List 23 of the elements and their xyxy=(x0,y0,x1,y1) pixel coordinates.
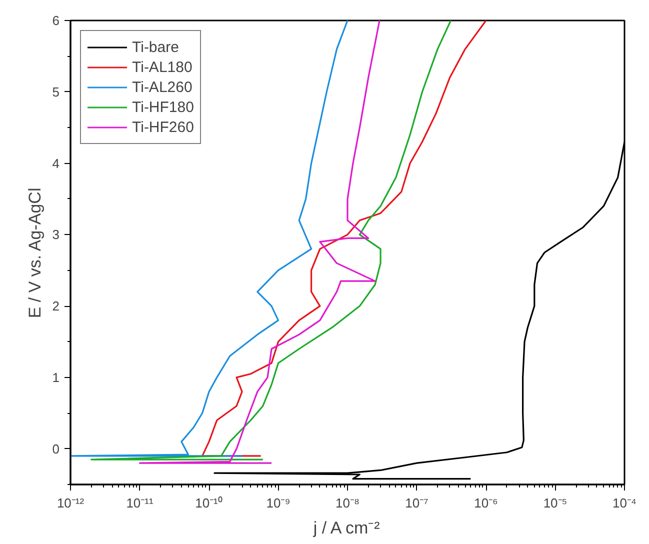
y-tick-label: 2 xyxy=(52,298,60,314)
x-tick-label: 10⁻⁵ xyxy=(543,496,568,510)
y-tick-label: 3 xyxy=(52,227,60,242)
x-tick-label: 10⁻⁸ xyxy=(336,496,360,510)
x-tick-label: 10⁻⁹ xyxy=(266,496,290,510)
x-axis-title: j / A cm⁻² xyxy=(312,518,380,538)
y-tick-label: 1 xyxy=(52,370,60,385)
x-tick-label: 10⁻⁷ xyxy=(405,496,429,510)
y-tick-label: 0 xyxy=(52,441,60,456)
y-tick-label: 4 xyxy=(52,156,60,171)
x-tick-label: 10⁻⁴ xyxy=(612,496,637,510)
y-axis-title: E / V vs. Ag-AgCl xyxy=(25,188,44,318)
legend-label: Ti-AL180 xyxy=(132,58,192,76)
legend-label: Ti-AL260 xyxy=(132,78,192,96)
x-tick-label: 10⁻¹⁰ xyxy=(195,496,223,510)
x-tick-label: 10⁻¹¹ xyxy=(126,496,154,510)
y-tick-label: 6 xyxy=(52,13,60,28)
x-tick-label: 10⁻⁶ xyxy=(474,496,498,510)
legend-label: Ti-HF260 xyxy=(132,118,194,136)
y-tick-label: 5 xyxy=(52,84,60,100)
x-tick-label: 10⁻¹² xyxy=(56,496,85,510)
legend-label: Ti-bare xyxy=(132,38,179,56)
legend-label: Ti-HF180 xyxy=(132,98,194,116)
